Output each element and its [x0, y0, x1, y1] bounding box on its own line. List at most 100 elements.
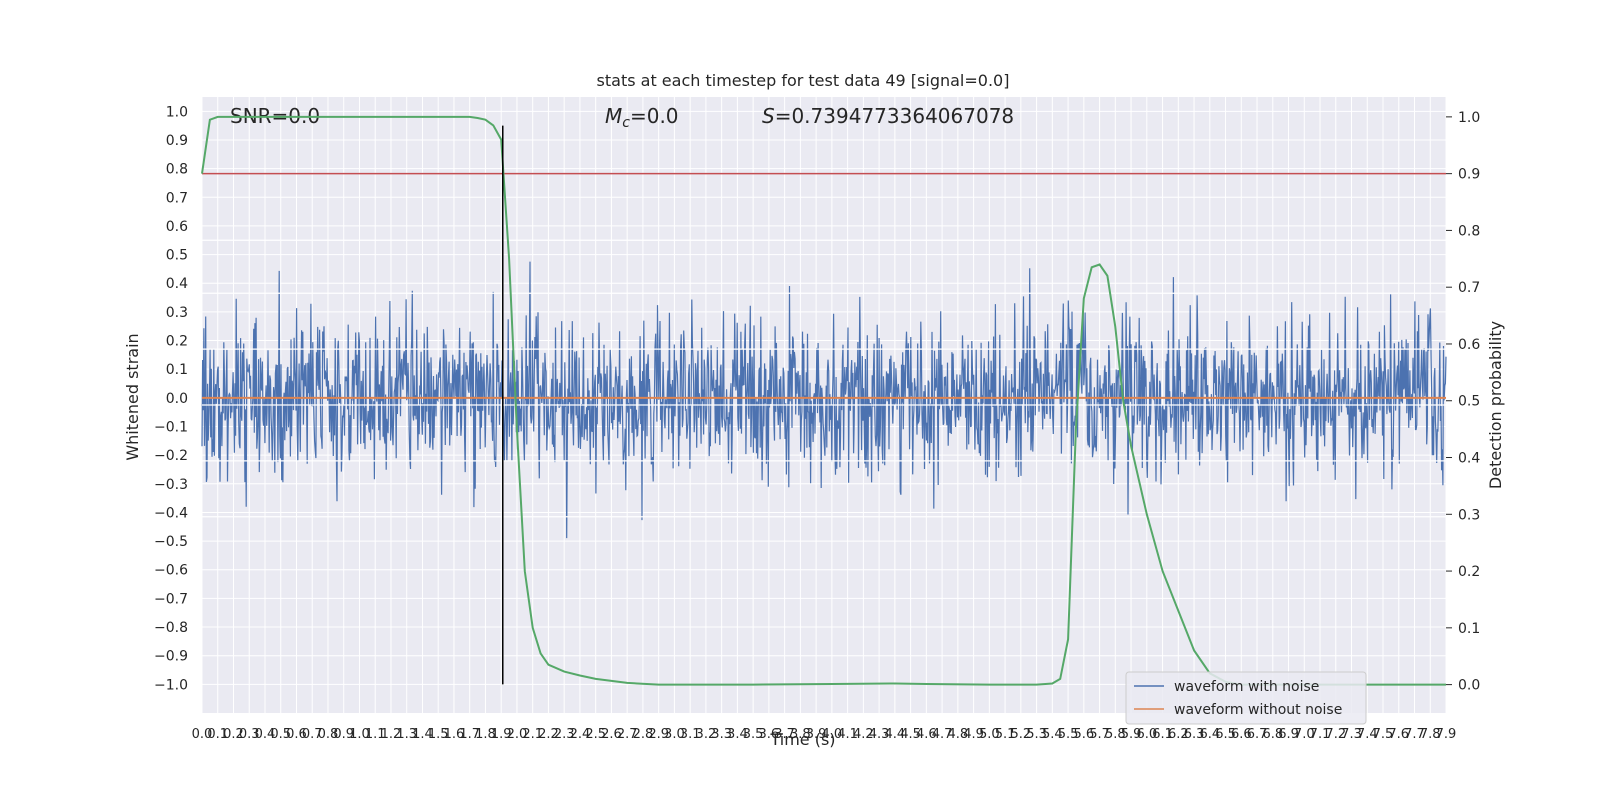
- x-tick-label: 4.8: [948, 727, 969, 742]
- y-left-tick-label: 0.3: [166, 305, 188, 321]
- x-tick-label: 0.2: [223, 727, 244, 742]
- x-tick-label: 1.8: [475, 727, 496, 742]
- x-tick-label: 6.5: [1215, 727, 1236, 742]
- y-left-tick-label: −0.4: [154, 505, 188, 521]
- x-tick-label: 1.3: [396, 727, 417, 742]
- y-left-tick-label: 0.9: [166, 133, 188, 149]
- series-waveform-with-noise: [201, 261, 1447, 539]
- y-left-tick-label: 0.4: [166, 276, 188, 292]
- x-tick-label: 2.7: [617, 727, 638, 742]
- x-tick-label: 2.2: [538, 727, 559, 742]
- x-tick-label: 1.0: [349, 727, 370, 742]
- x-tick-label: 0.4: [255, 727, 276, 742]
- detection-probability-line: [201, 115, 1446, 686]
- x-tick-label: 3.5: [743, 727, 764, 742]
- x-tick-label: 0.6: [286, 727, 307, 742]
- axis-ticks: 0.00.10.20.30.40.50.60.70.80.91.01.11.21…: [154, 104, 1480, 742]
- x-tick-label: 3.2: [696, 727, 717, 742]
- x-tick-label: 7.8: [1420, 727, 1441, 742]
- y-left-tick-label: −0.6: [154, 563, 188, 579]
- score-annotation: S=0.7394773364067078: [762, 104, 1014, 128]
- x-tick-label: 6.1: [1152, 727, 1173, 742]
- x-tick-label: 3.7: [774, 727, 795, 742]
- x-tick-label: 5.5: [1058, 727, 1079, 742]
- x-tick-label: 7.1: [1310, 727, 1331, 742]
- x-tick-label: 7.7: [1404, 727, 1425, 742]
- legend-entry-clean: waveform without noise: [1174, 702, 1342, 718]
- x-tick-label: 2.6: [601, 727, 622, 742]
- x-tick-label: 4.3: [869, 727, 890, 742]
- x-tick-label: 7.4: [1357, 727, 1378, 742]
- chirp-mass-symbol: M: [605, 104, 622, 128]
- x-tick-label: 5.0: [979, 727, 1000, 742]
- chirp-mass-subscript: c: [622, 115, 630, 131]
- x-tick-label: 0.1: [207, 727, 228, 742]
- legend: waveform with noise waveform without noi…: [1125, 671, 1367, 725]
- x-tick-label: 4.9: [963, 727, 984, 742]
- y-left-tick-label: 0.7: [166, 190, 188, 206]
- x-tick-label: 7.0: [1294, 727, 1315, 742]
- x-tick-label: 3.9: [806, 727, 827, 742]
- x-tick-label: 5.7: [1089, 727, 1110, 742]
- x-tick-label: 1.4: [412, 727, 433, 742]
- y-left-tick-label: 0.2: [166, 334, 188, 350]
- x-tick-label: 6.2: [1168, 727, 1189, 742]
- x-tick-label: 0.8: [318, 727, 339, 742]
- x-tick-label: 7.9: [1436, 727, 1457, 742]
- x-tick-label: 2.5: [585, 727, 606, 742]
- x-tick-label: 4.4: [885, 727, 906, 742]
- x-tick-label: 4.2: [853, 727, 874, 742]
- y-right-tick-label: 0.4: [1458, 451, 1480, 467]
- x-tick-label: 3.0: [664, 727, 685, 742]
- horizontal-white-lines: [202, 239, 1446, 518]
- x-tick-label: 4.1: [837, 727, 858, 742]
- x-tick-label: 2.1: [522, 727, 543, 742]
- y-left-tick-label: −0.8: [154, 620, 188, 636]
- x-tick-label: 3.3: [711, 727, 732, 742]
- y-right-tick-label: 0.1: [1458, 621, 1480, 637]
- x-tick-label: 3.6: [759, 727, 780, 742]
- x-tick-label: 6.9: [1278, 727, 1299, 742]
- x-axis-label: Time (s): [769, 730, 835, 749]
- legend-entry-noise: waveform with noise: [1174, 679, 1319, 695]
- x-tick-label: 6.6: [1231, 727, 1252, 742]
- chirp-mass-annotation: Mc=0.0: [605, 104, 679, 131]
- x-tick-label: 7.6: [1388, 727, 1409, 742]
- x-tick-label: 5.1: [995, 727, 1016, 742]
- x-tick-label: 6.0: [1136, 727, 1157, 742]
- x-tick-label: 3.1: [680, 727, 701, 742]
- x-tick-label: 1.1: [365, 727, 386, 742]
- x-tick-label: 2.9: [648, 727, 669, 742]
- waveform-with-noise-line: [201, 261, 1447, 539]
- y-left-tick-label: 0.8: [166, 162, 188, 178]
- x-tick-label: 2.0: [507, 727, 528, 742]
- x-tick-label: 4.7: [932, 727, 953, 742]
- x-tick-label: 5.2: [1010, 727, 1031, 742]
- x-tick-label: 5.3: [1026, 727, 1047, 742]
- y-left-tick-label: −0.3: [154, 477, 188, 493]
- x-tick-label: 3.8: [790, 727, 811, 742]
- y-left-tick-label: 1.0: [166, 104, 188, 120]
- y-axis-label-left: Whitened strain: [123, 333, 142, 460]
- x-tick-label: 1.5: [428, 727, 449, 742]
- y-left-tick-label: −0.5: [154, 534, 188, 550]
- x-tick-label: 5.9: [1121, 727, 1142, 742]
- x-tick-label: 1.2: [381, 727, 402, 742]
- x-tick-label: 6.7: [1247, 727, 1268, 742]
- y-axis-label-right: Detection probability: [1486, 321, 1505, 489]
- x-tick-label: 4.5: [900, 727, 921, 742]
- x-tick-label: 1.6: [444, 727, 465, 742]
- x-tick-label: 7.5: [1373, 727, 1394, 742]
- y-left-tick-label: 0.5: [166, 248, 188, 264]
- y-right-tick-label: 0.5: [1458, 394, 1480, 410]
- x-tick-label: 3.4: [727, 727, 748, 742]
- y-left-tick-label: −0.1: [154, 419, 188, 435]
- x-tick-label: 1.9: [491, 727, 512, 742]
- y-left-tick-label: −0.2: [154, 448, 188, 464]
- score-symbol: S: [762, 104, 775, 128]
- y-left-tick-label: −0.7: [154, 591, 188, 607]
- x-tick-label: 2.3: [554, 727, 575, 742]
- chirp-mass-value: =0.0: [630, 104, 679, 128]
- x-tick-label: 6.8: [1262, 727, 1283, 742]
